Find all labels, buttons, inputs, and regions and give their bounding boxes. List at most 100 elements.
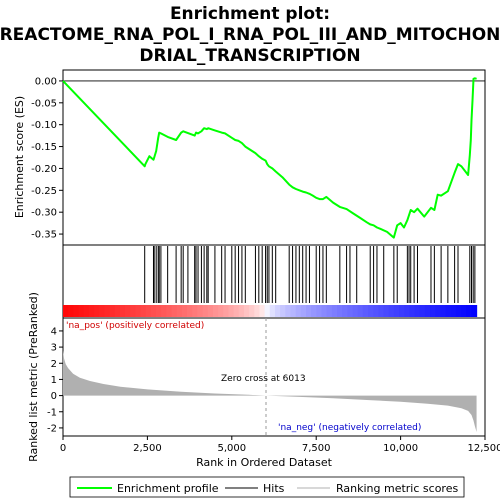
- color-bar-segment: [135, 305, 141, 317]
- color-bar-segment: [296, 305, 302, 317]
- color-bar-segment: [425, 305, 431, 317]
- x-tick-label: 12,500: [468, 443, 500, 454]
- color-bar-segment: [316, 305, 322, 317]
- color-bar-segment: [104, 305, 110, 317]
- color-bar-segment: [177, 305, 183, 317]
- metric-y-axis-label: Ranked list metric (PreRanked): [27, 292, 40, 462]
- color-bar-segment: [373, 305, 379, 317]
- color-bar-segment: [280, 305, 286, 317]
- color-bar-segment: [342, 305, 348, 317]
- color-bar-segment: [239, 305, 245, 317]
- color-bar-segment: [332, 305, 338, 317]
- x-tick-label: 2,500: [133, 443, 162, 454]
- color-bar-segment: [146, 305, 152, 317]
- color-bar-segment: [347, 305, 353, 317]
- color-bar-segment: [285, 305, 291, 317]
- color-bar-segment: [290, 305, 296, 317]
- color-bar-segment: [415, 305, 421, 317]
- metric-y-tick-label: 2: [51, 359, 57, 370]
- color-bar-segment: [306, 305, 312, 317]
- metric-y-axis: 4 3 2 1 0 -1 -2: [47, 326, 63, 434]
- color-bar-segment: [234, 305, 240, 317]
- x-axis-label: Rank in Ordered Dataset: [196, 456, 333, 469]
- x-tick-label: 10,000: [383, 443, 418, 454]
- x-tick-label: 7,500: [302, 443, 331, 454]
- color-bar-segment: [471, 305, 477, 317]
- color-bar-segment: [218, 305, 224, 317]
- chart-title-line-3: DRIAL_TRANSCRIPTION: [139, 46, 360, 66]
- es-y-axis-label: Enrichment score (ES): [13, 96, 26, 218]
- x-axis: 0 2,500 5,000 7,500 10,000 12,500: [60, 436, 500, 454]
- color-bar-segment: [451, 305, 457, 317]
- color-bar-segment: [244, 305, 250, 317]
- zero-cross-label: Zero cross at 6013: [221, 374, 306, 384]
- legend-metric-label: Ranking metric scores: [336, 482, 458, 495]
- metric-y-tick-label: -1: [47, 407, 57, 418]
- color-bar-segment: [156, 305, 162, 317]
- color-bar-segment: [125, 305, 131, 317]
- es-y-tick-label: -0.10: [31, 120, 57, 131]
- color-bar-segment: [68, 305, 74, 317]
- color-bar-segment: [321, 305, 327, 317]
- color-bar-segment: [456, 305, 462, 317]
- color-bar-segment: [187, 305, 193, 317]
- color-bar-segment: [84, 305, 90, 317]
- color-bar-segment: [110, 305, 116, 317]
- es-y-tick-label: -0.05: [31, 98, 57, 109]
- color-bar-segment: [301, 305, 307, 317]
- color-bar-segment: [394, 305, 400, 317]
- color-bar-segment: [420, 305, 426, 317]
- color-bar-segment: [389, 305, 395, 317]
- color-bar-segment: [440, 305, 446, 317]
- es-y-tick-label: -0.30: [31, 208, 57, 219]
- color-bar-segment: [363, 305, 369, 317]
- x-tick-label: 5,000: [217, 443, 246, 454]
- color-bar-segment: [446, 305, 452, 317]
- color-bar-segment: [94, 305, 100, 317]
- color-bar-segment: [63, 305, 69, 317]
- metric-y-tick-label: 0: [51, 391, 57, 402]
- legend-enrichment-label: Enrichment profile: [117, 482, 219, 495]
- color-bar-segment: [404, 305, 410, 317]
- color-bar-segment: [130, 305, 136, 317]
- color-bar-segment: [99, 305, 105, 317]
- pos-correlated-label: 'na_pos' (positively correlated): [66, 321, 204, 331]
- color-bar-segment: [172, 305, 178, 317]
- rank-color-bar: [63, 305, 477, 317]
- color-bar-segment: [384, 305, 390, 317]
- color-bar-segment: [254, 305, 260, 317]
- color-bar-segment: [352, 305, 358, 317]
- color-bar-segment: [327, 305, 333, 317]
- color-bar-segment: [141, 305, 147, 317]
- legend-hits-label: Hits: [263, 482, 285, 495]
- color-bar-segment: [249, 305, 255, 317]
- es-panel-frame: [63, 70, 485, 245]
- color-bar-segment: [166, 305, 172, 317]
- color-bar-segment: [368, 305, 374, 317]
- x-tick-label: 0: [60, 443, 66, 454]
- es-y-tick-label: -0.25: [31, 186, 57, 197]
- metric-y-tick-label: 3: [51, 343, 57, 354]
- color-bar-segment: [192, 305, 198, 317]
- color-bar-segment: [337, 305, 343, 317]
- color-bar-segment: [228, 305, 234, 317]
- color-bar-segment: [197, 305, 203, 317]
- color-bar-segment: [73, 305, 79, 317]
- chart-title-line-1: Enrichment plot:: [170, 4, 330, 24]
- es-y-tick-label: -0.20: [31, 164, 57, 175]
- es-y-tick-label: -0.15: [31, 142, 57, 153]
- color-bar-segment: [259, 305, 265, 317]
- color-bar-segment: [120, 305, 126, 317]
- color-bar-segment: [461, 305, 467, 317]
- color-bar-segment: [265, 305, 271, 317]
- color-bar-segment: [435, 305, 441, 317]
- color-bar-segment: [358, 305, 364, 317]
- color-bar-segment: [161, 305, 167, 317]
- color-bar-segment: [223, 305, 229, 317]
- color-bar-segment: [409, 305, 415, 317]
- color-bar-segment: [378, 305, 384, 317]
- chart-title-line-2: REACTOME_RNA_POL_I_RNA_POL_III_AND_MITOC…: [0, 25, 500, 45]
- color-bar-segment: [275, 305, 281, 317]
- metric-y-tick-label: 1: [51, 375, 57, 386]
